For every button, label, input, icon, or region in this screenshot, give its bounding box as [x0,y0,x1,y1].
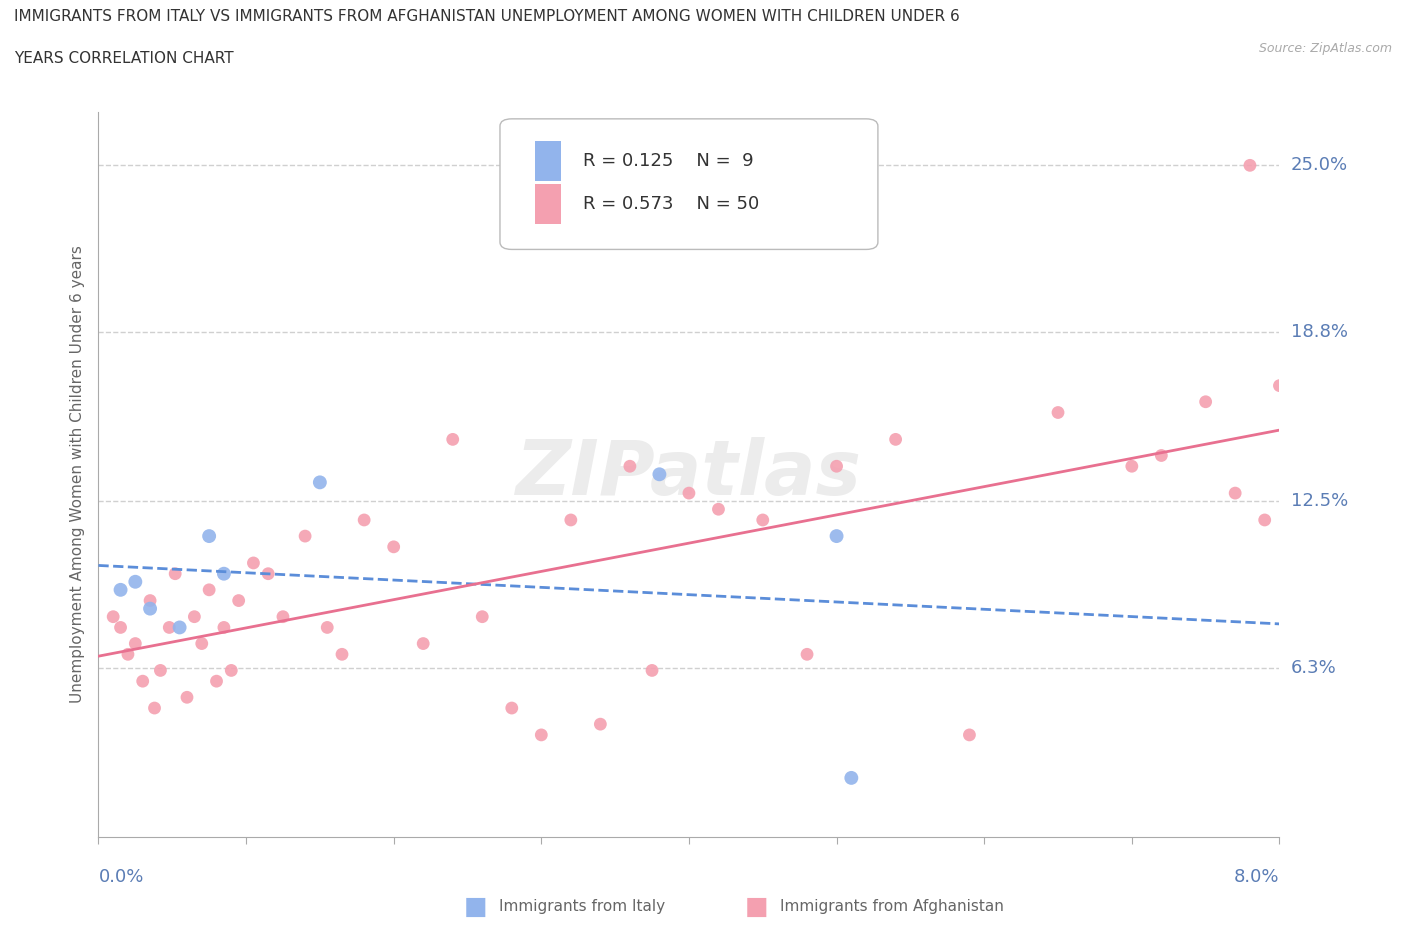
Point [501,700,523,715]
Point [1046,405,1069,420]
Point [228,593,250,608]
Point [589,717,612,732]
Point [641,663,664,678]
Text: Immigrants from Afghanistan: Immigrants from Afghanistan [780,899,1004,914]
Point [560,512,582,527]
Point [353,512,375,527]
Text: ■: ■ [745,895,769,919]
Point [165,566,187,581]
Point [308,475,332,490]
Point [139,601,162,616]
Point [707,502,730,517]
Point [257,566,280,581]
Point [316,620,339,635]
Point [169,620,191,635]
Point [619,458,641,473]
Point [198,528,221,543]
Point [117,647,139,662]
Text: Immigrants from Italy: Immigrants from Italy [499,899,665,914]
Point [796,647,818,662]
Point [176,690,198,705]
Text: 6.3%: 6.3% [1291,658,1336,677]
Point [1254,512,1277,527]
Point [242,555,264,570]
Y-axis label: Unemployment Among Women with Children Under 6 years: Unemployment Among Women with Children U… [69,246,84,703]
Point [1268,379,1291,393]
Text: 0.0%: 0.0% [98,868,143,885]
Point [1194,394,1216,409]
Point [441,432,464,446]
Point [412,636,434,651]
Point [330,647,353,662]
Point [212,620,235,635]
Point [678,485,700,500]
Text: 8.0%: 8.0% [1234,868,1279,885]
FancyBboxPatch shape [501,119,877,249]
Point [1150,448,1173,463]
Point [205,673,228,688]
Point [1239,158,1261,173]
Point [124,636,146,651]
Text: ■: ■ [464,895,488,919]
Bar [536,140,561,180]
Point [183,609,205,624]
Point [648,467,671,482]
Point [825,458,848,473]
Point [132,673,155,688]
Point [271,609,294,624]
Point [1223,485,1246,500]
Point [157,620,180,635]
Point [139,593,162,608]
Point [103,609,125,624]
Text: 18.8%: 18.8% [1291,323,1347,341]
Point [190,636,214,651]
Point [959,727,981,742]
Point [382,539,405,554]
Text: 12.5%: 12.5% [1291,492,1348,511]
Text: IMMIGRANTS FROM ITALY VS IMMIGRANTS FROM AFGHANISTAN UNEMPLOYMENT AMONG WOMEN WI: IMMIGRANTS FROM ITALY VS IMMIGRANTS FROM… [14,9,960,24]
Text: R = 0.125    N =  9: R = 0.125 N = 9 [582,152,754,170]
Point [110,582,132,597]
Point [212,566,235,581]
Point [471,609,494,624]
Bar [536,184,561,224]
Point [530,727,553,742]
Point [294,528,316,543]
Point [219,663,242,678]
Text: 25.0%: 25.0% [1291,156,1348,174]
Text: Source: ZipAtlas.com: Source: ZipAtlas.com [1258,42,1392,55]
Point [124,575,146,590]
Point [198,582,221,597]
Point [884,432,907,446]
Text: YEARS CORRELATION CHART: YEARS CORRELATION CHART [14,51,233,66]
Text: ZIPatlas: ZIPatlas [516,437,862,512]
Point [1121,458,1143,473]
Point [825,528,848,543]
Text: R = 0.573    N = 50: R = 0.573 N = 50 [582,195,759,214]
Point [110,620,132,635]
Point [149,663,172,678]
Point [143,700,166,715]
Point [839,770,862,785]
Point [751,512,773,527]
